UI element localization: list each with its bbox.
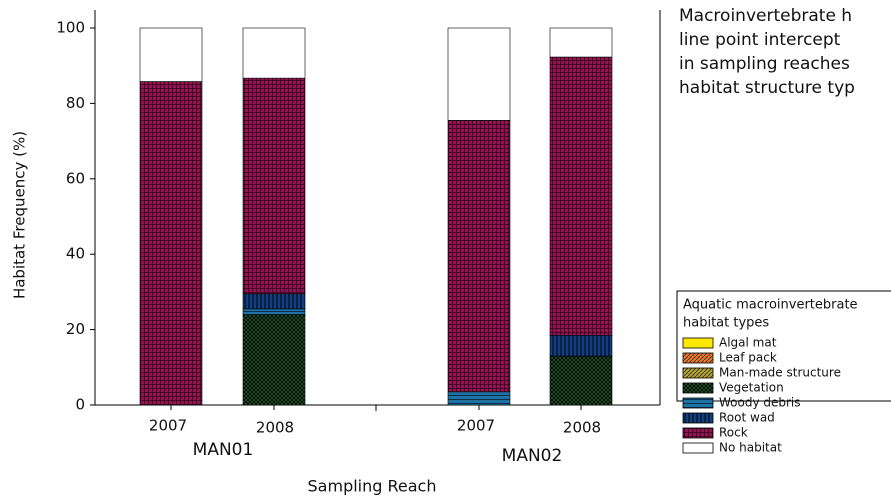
bar-segment — [139, 81, 203, 406]
bar-segment — [242, 293, 306, 310]
x-axis-label: Sampling Reach — [308, 477, 437, 496]
bar-segment — [242, 77, 306, 295]
x-tick-label: 2008 — [563, 419, 601, 437]
legend-label: Woody debris — [719, 396, 801, 410]
y-tick-label: 0 — [75, 396, 85, 414]
annotation: in sampling reaches — [679, 54, 850, 74]
legend-label: Root wad — [719, 411, 775, 425]
legend-label: Leaf pack — [719, 351, 777, 365]
y-tick-label: 20 — [66, 320, 85, 338]
x-tick-label: 2007 — [149, 417, 187, 435]
y-tick-label: 80 — [66, 94, 85, 112]
y-axis-label: Habitat Frequency (%) — [11, 131, 29, 299]
legend-swatch — [682, 427, 714, 439]
y-tick-label: 60 — [66, 169, 85, 187]
legend-swatch — [682, 367, 714, 379]
annotation: line point intercept — [679, 30, 841, 50]
legend-swatch — [682, 412, 714, 424]
bar-segment — [447, 391, 511, 406]
group-label: MAN01 — [193, 440, 254, 460]
bar-segment — [549, 355, 613, 406]
bar-segment — [242, 27, 306, 79]
x-tick-label: 2007 — [457, 417, 495, 435]
bar-segment — [139, 27, 203, 82]
bar-segment — [549, 27, 613, 58]
legend-swatch — [682, 397, 714, 409]
y-tick-label: 100 — [56, 19, 85, 37]
legend-swatch — [682, 337, 714, 349]
legend-label: Man-made structure — [719, 366, 841, 380]
legend-label: Vegetation — [719, 381, 784, 395]
bar-segment — [447, 120, 511, 393]
group-label: MAN02 — [502, 446, 563, 466]
legend-swatch — [682, 352, 714, 364]
legend-swatch — [682, 442, 714, 454]
legend-title: habitat types — [683, 316, 769, 331]
legend-label: Rock — [719, 426, 748, 440]
annotation: habitat structure typ — [679, 78, 855, 98]
bar-segment — [242, 308, 306, 315]
bar-segment — [447, 27, 511, 121]
bar-segment — [242, 314, 306, 406]
legend-label: No habitat — [719, 441, 782, 455]
annotation: Macroinvertebrate h — [679, 6, 852, 26]
x-tick-label: 2008 — [256, 419, 294, 437]
legend-swatch — [682, 382, 714, 394]
bar-segment — [549, 56, 613, 336]
y-tick-label: 40 — [66, 245, 85, 263]
bar-segment — [549, 334, 613, 357]
legend-title: Aquatic macroinvertebrate — [683, 298, 858, 313]
legend-label: Algal mat — [719, 336, 777, 350]
